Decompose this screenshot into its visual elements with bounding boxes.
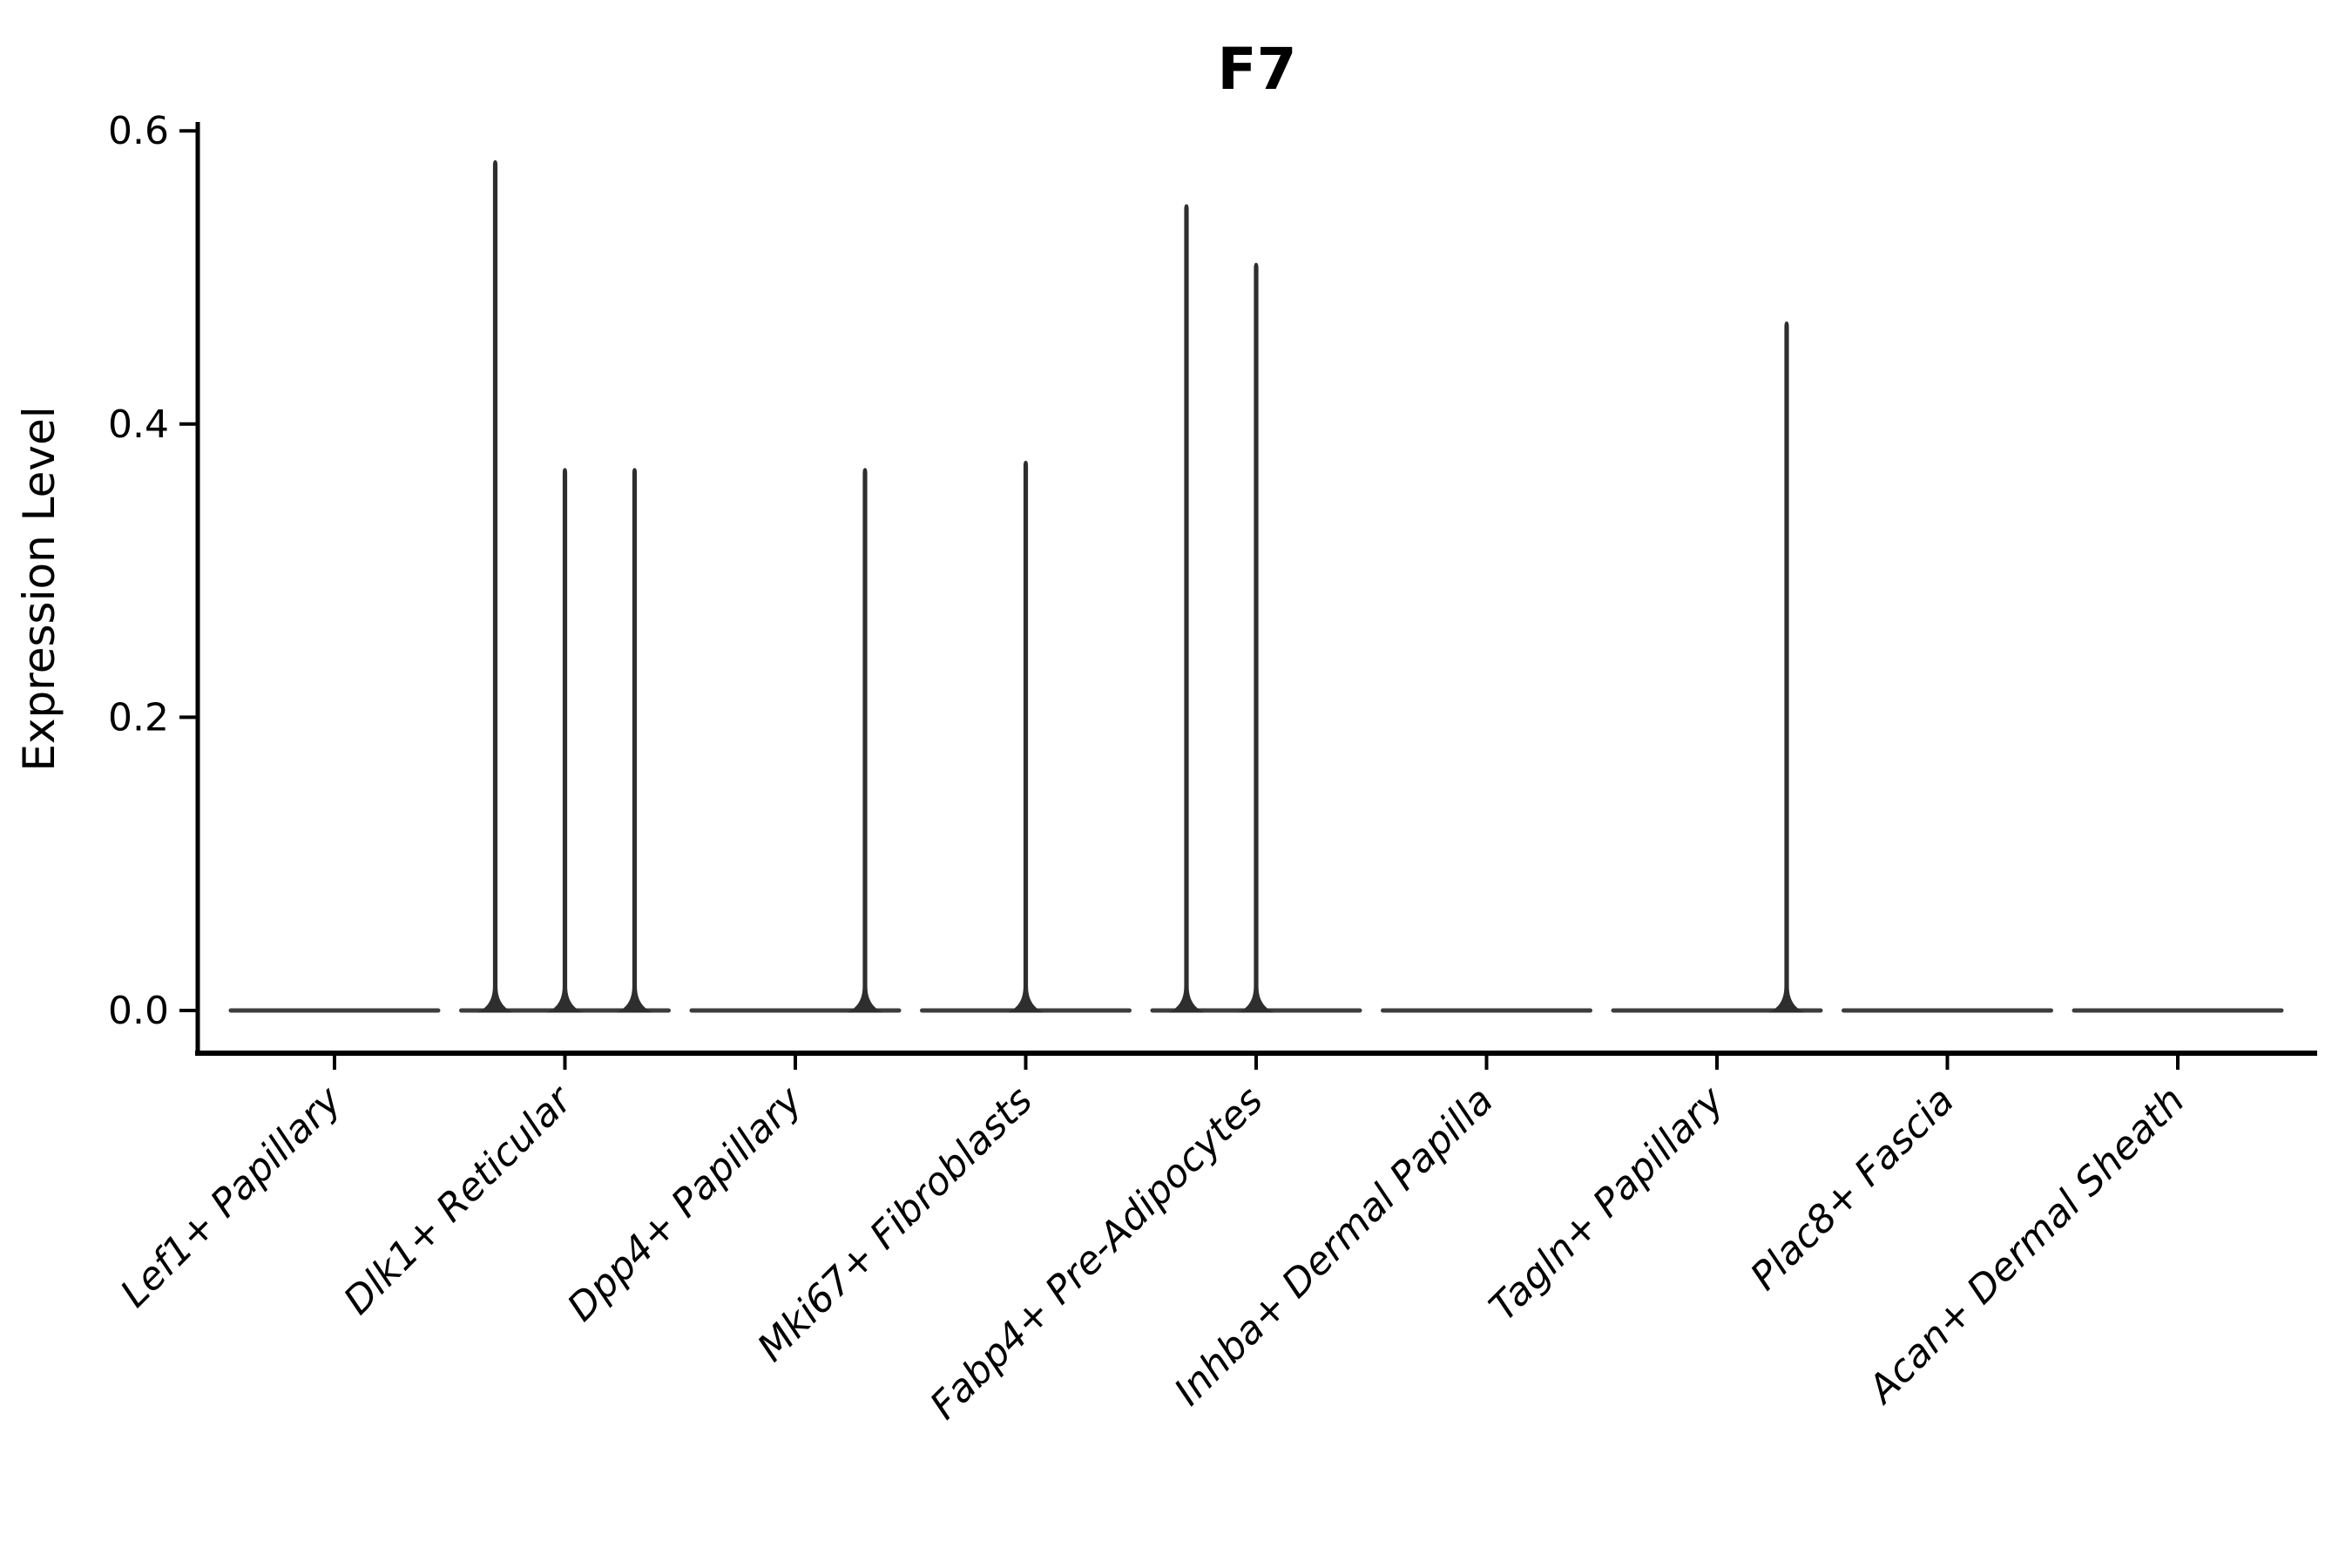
violin-spike-right xyxy=(847,468,883,1013)
violin-spike-center xyxy=(1238,262,1274,1013)
y-axis-ticks: 0.0 0.2 0.4 0.6 xyxy=(108,109,198,1033)
violin-spike-left xyxy=(1168,204,1205,1013)
x-tick-label: Tagln+ Papillary xyxy=(1481,1078,1733,1329)
x-tick-label: Dlk1+ Reticular xyxy=(335,1077,582,1323)
y-tick-label: 0.4 xyxy=(108,402,169,447)
violin-3 xyxy=(689,468,902,1013)
violin-4 xyxy=(920,460,1132,1013)
chart-title: F7 xyxy=(1217,36,1296,103)
x-tick-label: Plac8+ Fascia xyxy=(1742,1078,1963,1299)
y-tick-label: 0.0 xyxy=(108,989,169,1033)
violin-spike-center xyxy=(546,468,584,1013)
violin-5 xyxy=(1150,204,1362,1013)
y-tick-label: 0.2 xyxy=(108,695,169,740)
violin-spike-left xyxy=(476,159,514,1013)
violin-shapes xyxy=(228,159,2284,1013)
y-axis-label: Expression Level xyxy=(14,406,64,771)
violin-7 xyxy=(1611,321,1823,1013)
violin-spike-right xyxy=(1768,321,1805,1013)
y-tick-label: 0.6 xyxy=(108,109,169,153)
violin-spike-center xyxy=(1007,460,1044,1013)
violin-spike-right xyxy=(616,468,653,1013)
x-tick-label: Dpp4+ Papillary xyxy=(559,1078,812,1330)
x-tick-label: Lef1+ Papillary xyxy=(112,1078,351,1316)
violin-2 xyxy=(459,159,671,1013)
axes xyxy=(195,122,2317,1056)
